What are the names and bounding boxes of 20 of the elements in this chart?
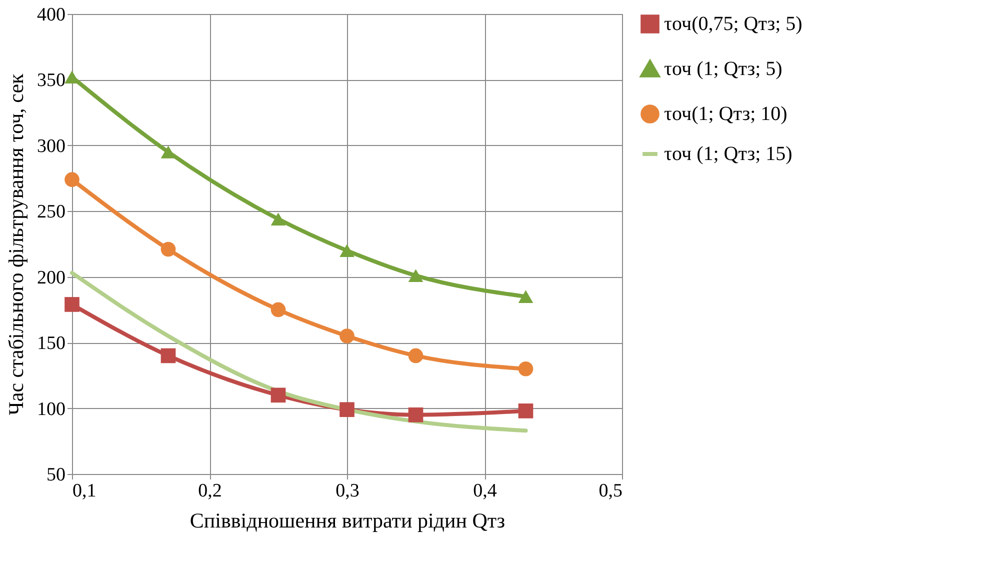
y-tick-label: 50 xyxy=(46,464,66,486)
y-tick-label: 200 xyxy=(37,267,66,288)
y-tick-label: 150 xyxy=(37,333,66,354)
y-tick-label: 300 xyxy=(37,136,66,157)
x-tick-label: 0,2 xyxy=(198,480,222,502)
y-tick-label: 250 xyxy=(37,202,66,223)
x-tick-label: 0,5 xyxy=(598,480,622,502)
legend-label: τоч (1; Qтз; 5) xyxy=(664,58,782,80)
legend-label: τоч (1; Qтз; 15) xyxy=(664,143,792,165)
line-series xyxy=(70,270,528,433)
x-tick-label: 0,1 xyxy=(72,480,96,502)
x-tick-label: 0,4 xyxy=(473,480,498,502)
y-tick-label: 400 xyxy=(37,4,66,26)
x-axis-title: Співвідношення витрати рідин Qтз xyxy=(190,508,506,532)
legend-label: τоч(0,75; Qтз; 5) xyxy=(664,13,802,35)
x-tick-label: 0,3 xyxy=(336,480,360,502)
y-axis-title: Час стабільного фільтрування τоч, сек xyxy=(4,72,28,416)
legend-label: τоч(1; Qтз; 10) xyxy=(664,103,788,125)
y-tick-label: 350 xyxy=(37,70,66,92)
y-tick-label: 100 xyxy=(37,398,66,420)
